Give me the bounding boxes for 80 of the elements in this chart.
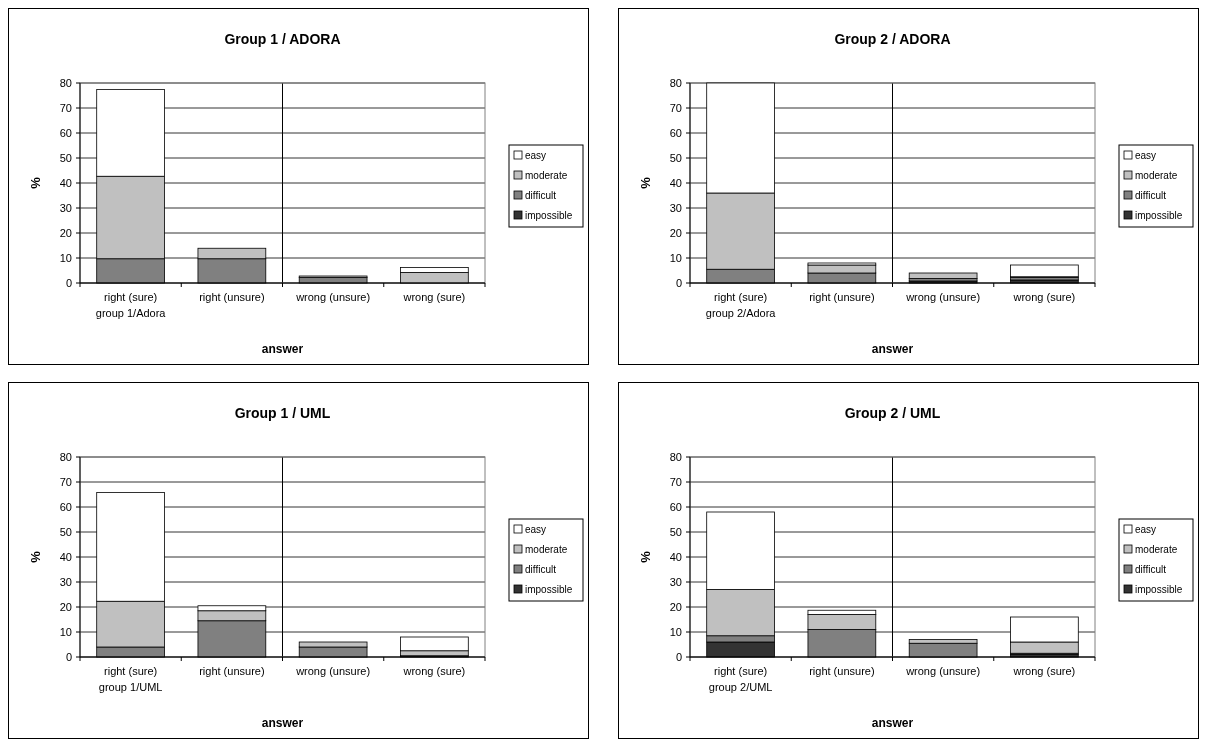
- y-tick-label: 30: [59, 576, 72, 588]
- chart-title: Group 1 / UML: [234, 405, 331, 421]
- x-tick-label: right (unsure): [809, 665, 875, 677]
- y-tick-label: 20: [59, 601, 72, 613]
- y-tick-label: 10: [669, 626, 682, 638]
- legend-label: impossible: [1135, 584, 1183, 595]
- y-tick-label: 30: [669, 202, 682, 214]
- x-tick-label: wrong (unsure): [295, 665, 371, 677]
- y-tick-label: 80: [59, 451, 72, 463]
- legend-label: easy: [525, 524, 547, 535]
- y-axis-title: %: [638, 176, 653, 189]
- y-tick-label: 40: [59, 177, 72, 189]
- x-tick-label: wrong (unsure): [905, 665, 981, 677]
- y-tick-label: 70: [669, 476, 682, 488]
- y-tick-label: 0: [65, 651, 72, 663]
- legend-label: moderate: [525, 544, 568, 555]
- y-tick-label: 50: [59, 152, 72, 164]
- y-tick-label: 60: [59, 501, 72, 513]
- y-tick-label: 20: [669, 601, 682, 613]
- legend-label: moderate: [525, 170, 568, 181]
- y-tick-label: 50: [669, 526, 682, 538]
- y-tick-label: 30: [59, 202, 72, 214]
- y-tick-label: 0: [675, 651, 682, 663]
- legend-label: easy: [525, 150, 547, 161]
- x-axis-title: answer: [871, 342, 914, 356]
- legend-label: moderate: [1135, 544, 1178, 555]
- y-tick-label: 20: [669, 227, 682, 239]
- legend-label: impossible: [1135, 210, 1183, 221]
- y-tick-label: 80: [669, 77, 682, 89]
- legend-label: difficult: [525, 564, 557, 575]
- x-axis-title: answer: [871, 716, 914, 730]
- y-tick-label: 70: [59, 102, 72, 114]
- x-tick-label: wrong (unsure): [905, 291, 981, 303]
- legend-label: difficult: [1135, 190, 1167, 201]
- x-tick-label: wrong (sure): [1012, 665, 1076, 677]
- y-tick-label: 70: [669, 102, 682, 114]
- x-tick-label: right (unsure): [199, 665, 265, 677]
- x-tick-label: right (unsure): [809, 291, 875, 303]
- chart-title: Group 2 / ADORA: [834, 31, 951, 47]
- x-tick-label: wrong (sure): [402, 291, 466, 303]
- y-tick-label: 10: [59, 626, 72, 638]
- x-axis-title: answer: [261, 716, 304, 730]
- y-tick-label: 20: [59, 227, 72, 239]
- y-axis-title: %: [28, 176, 43, 189]
- chart-title: Group 2 / UML: [844, 405, 941, 421]
- y-tick-label: 60: [669, 127, 682, 139]
- y-tick-label: 60: [669, 501, 682, 513]
- y-tick-label: 70: [59, 476, 72, 488]
- y-tick-label: 10: [59, 252, 72, 264]
- y-tick-label: 50: [669, 152, 682, 164]
- legend-label: impossible: [525, 584, 573, 595]
- legend-label: easy: [1135, 524, 1157, 535]
- y-tick-label: 40: [59, 551, 72, 563]
- y-axis-title: %: [638, 550, 653, 563]
- y-tick-label: 10: [669, 252, 682, 264]
- x-axis-title: answer: [261, 342, 304, 356]
- y-tick-label: 0: [65, 277, 72, 289]
- x-tick-label: wrong (unsure): [295, 291, 371, 303]
- y-axis-title: %: [28, 550, 43, 563]
- x-tick-label: wrong (sure): [1012, 291, 1076, 303]
- y-tick-label: 40: [669, 177, 682, 189]
- y-tick-label: 60: [59, 127, 72, 139]
- y-tick-label: 30: [669, 576, 682, 588]
- y-tick-label: 0: [675, 277, 682, 289]
- chart-title: Group 1 / ADORA: [224, 31, 341, 47]
- x-tick-label: right (sure) group 1/Adora: [95, 291, 167, 319]
- x-tick-label: right (unsure): [199, 291, 265, 303]
- y-tick-label: 80: [669, 451, 682, 463]
- legend-label: difficult: [525, 190, 557, 201]
- legend-label: difficult: [1135, 564, 1167, 575]
- legend-label: easy: [1135, 150, 1157, 161]
- x-tick-label: right (sure) group 1/UML: [98, 665, 163, 693]
- x-tick-label: right (sure) group 2/Adora: [705, 291, 777, 319]
- legend-label: moderate: [1135, 170, 1178, 181]
- legend-label: impossible: [525, 210, 573, 221]
- y-tick-label: 40: [669, 551, 682, 563]
- y-tick-label: 80: [59, 77, 72, 89]
- y-tick-label: 50: [59, 526, 72, 538]
- x-tick-label: wrong (sure): [402, 665, 466, 677]
- x-tick-label: right (sure) group 2/UML: [708, 665, 773, 693]
